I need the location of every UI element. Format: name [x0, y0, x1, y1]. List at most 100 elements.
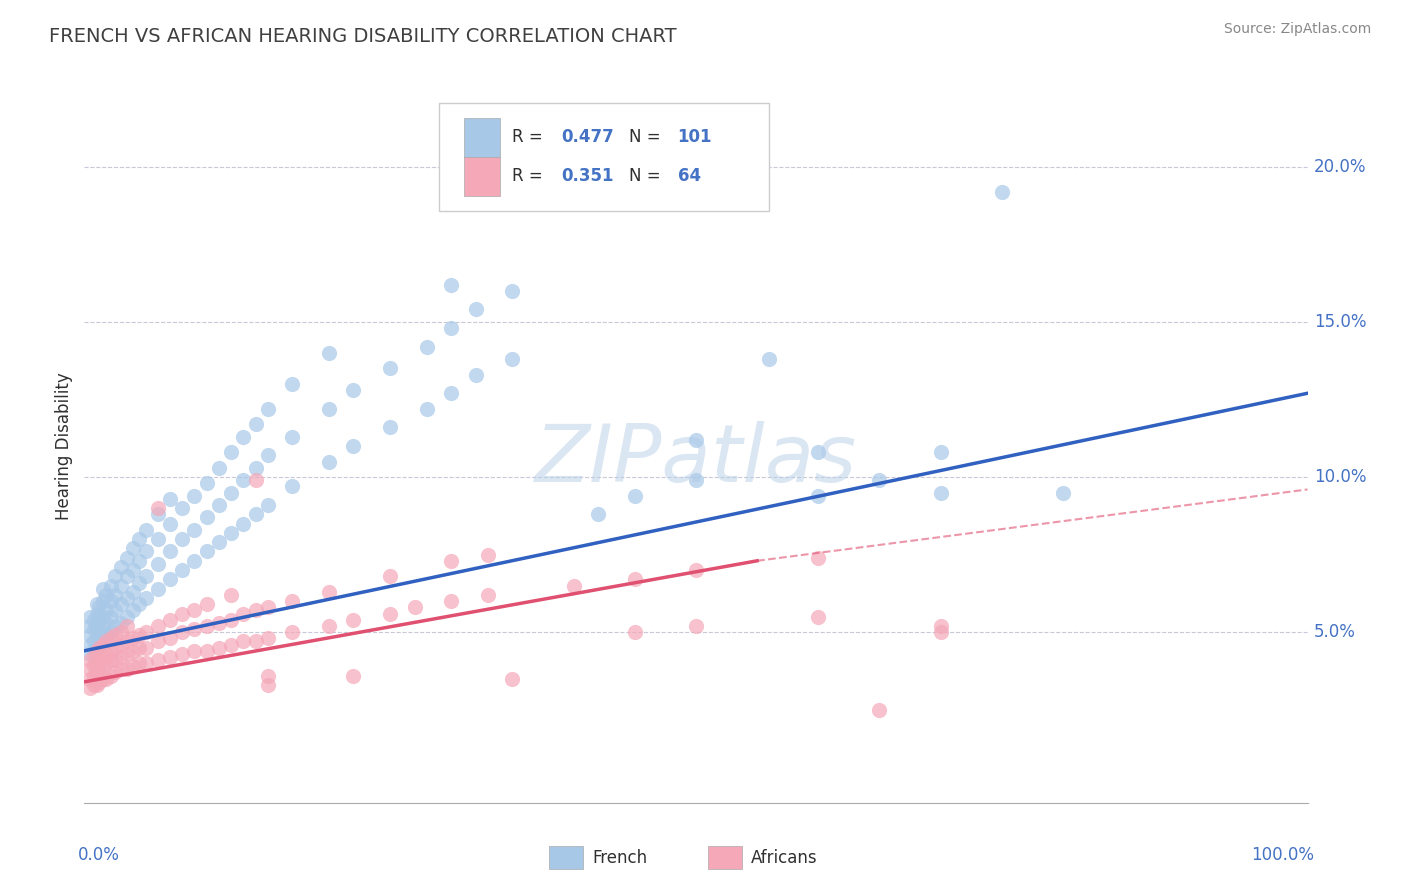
Point — [87, 613, 110, 627]
Point — [257, 448, 280, 462]
Point — [929, 625, 952, 640]
Point — [100, 668, 122, 682]
Point — [219, 613, 242, 627]
Point — [172, 563, 194, 577]
Point — [380, 420, 402, 434]
FancyBboxPatch shape — [464, 118, 501, 157]
Point — [1052, 485, 1074, 500]
Point — [245, 417, 267, 432]
Point — [416, 340, 439, 354]
Point — [79, 609, 101, 624]
Text: 0.477: 0.477 — [561, 128, 614, 146]
Point — [122, 563, 145, 577]
Point — [100, 653, 122, 667]
Point — [96, 656, 118, 670]
Point — [685, 433, 707, 447]
Point — [146, 653, 169, 667]
Point — [208, 535, 231, 549]
Point — [87, 674, 110, 689]
Point — [91, 609, 114, 624]
Point — [183, 489, 205, 503]
Point — [232, 473, 254, 487]
Point — [83, 634, 105, 648]
Point — [477, 588, 499, 602]
Point — [159, 491, 181, 506]
Text: R =: R = — [513, 168, 548, 186]
Point — [195, 644, 218, 658]
Point — [869, 473, 891, 487]
Point — [624, 573, 647, 587]
Point — [87, 600, 110, 615]
Text: Source: ZipAtlas.com: Source: ZipAtlas.com — [1223, 22, 1371, 37]
Point — [208, 640, 231, 655]
Point — [96, 634, 118, 648]
Point — [86, 619, 108, 633]
Point — [91, 622, 114, 636]
Point — [172, 647, 194, 661]
Point — [96, 647, 118, 661]
Point — [685, 619, 707, 633]
Point — [195, 476, 218, 491]
Point — [122, 644, 145, 658]
Point — [86, 640, 108, 655]
Point — [685, 563, 707, 577]
Point — [219, 638, 242, 652]
Point — [245, 473, 267, 487]
Point — [562, 579, 585, 593]
Point — [128, 554, 150, 568]
Point — [416, 401, 439, 416]
Point — [86, 656, 108, 670]
Point — [91, 634, 114, 648]
Point — [159, 573, 181, 587]
Point — [83, 644, 105, 658]
Text: 20.0%: 20.0% — [1313, 158, 1367, 176]
Y-axis label: Hearing Disability: Hearing Disability — [55, 372, 73, 520]
Point — [146, 634, 169, 648]
Point — [128, 575, 150, 590]
Point — [342, 668, 364, 682]
Point — [87, 662, 110, 676]
Point — [624, 625, 647, 640]
Point — [128, 597, 150, 611]
Text: 100.0%: 100.0% — [1251, 846, 1313, 863]
Point — [91, 594, 114, 608]
Point — [79, 647, 101, 661]
Point — [440, 554, 463, 568]
Point — [104, 653, 127, 667]
Point — [219, 445, 242, 459]
Point — [807, 609, 830, 624]
Point — [79, 638, 101, 652]
Point — [208, 460, 231, 475]
Point — [404, 600, 426, 615]
Point — [318, 401, 340, 416]
Point — [86, 678, 108, 692]
Point — [135, 591, 157, 605]
Point — [245, 603, 267, 617]
Point — [128, 628, 150, 642]
Point — [135, 544, 157, 558]
Point — [257, 600, 280, 615]
Point — [96, 672, 118, 686]
Point — [104, 640, 127, 655]
Point — [91, 638, 114, 652]
Point — [91, 672, 114, 686]
Point — [245, 460, 267, 475]
Point — [257, 668, 280, 682]
Point — [96, 603, 118, 617]
Point — [135, 656, 157, 670]
Point — [87, 638, 110, 652]
Point — [100, 644, 122, 658]
Point — [219, 485, 242, 500]
Text: 101: 101 — [678, 128, 711, 146]
Text: French: French — [592, 849, 647, 867]
Point — [232, 607, 254, 621]
Point — [122, 603, 145, 617]
Point — [869, 703, 891, 717]
Point — [502, 672, 524, 686]
Point — [122, 632, 145, 646]
Point — [245, 634, 267, 648]
Point — [159, 632, 181, 646]
Point — [104, 628, 127, 642]
Point — [464, 368, 486, 382]
Point — [318, 346, 340, 360]
